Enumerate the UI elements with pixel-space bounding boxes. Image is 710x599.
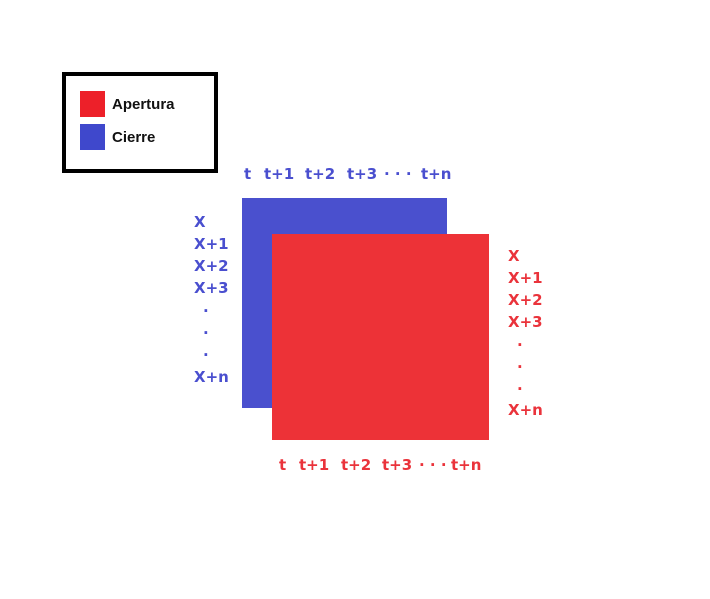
- apertura-row-label: X+3: [508, 315, 543, 330]
- cierre-time-ellipsis: · · ·: [384, 167, 412, 182]
- apertura-row-label: X: [508, 249, 520, 264]
- legend-label-cierre: Cierre: [112, 129, 155, 146]
- cierre-time-label: t+1: [264, 167, 294, 182]
- apertura-row-dot: .: [517, 334, 523, 349]
- apertura-time-ellipsis: · · ·: [419, 458, 447, 473]
- apertura-matrix-square: [272, 234, 489, 440]
- apertura-time-label: t+2: [341, 458, 371, 473]
- apertura-row-dot: .: [517, 356, 523, 371]
- apertura-row-label: X+1: [508, 271, 543, 286]
- apertura-row-label: X+n: [508, 403, 543, 418]
- apertura-row-dot: .: [517, 378, 523, 393]
- cierre-time-label: t+n: [421, 167, 451, 182]
- cierre-time-label: t+3: [347, 167, 377, 182]
- cierre-row-dot: .: [203, 322, 209, 337]
- cierre-row-label: X+2: [194, 259, 229, 274]
- cierre-row-label: X+n: [194, 370, 229, 385]
- cierre-row-label: X: [194, 215, 206, 230]
- legend-item-cierre: Cierre: [80, 124, 155, 150]
- cierre-time-label: t+2: [305, 167, 335, 182]
- apertura-time-label: t: [279, 458, 286, 473]
- cierre-row-dot: .: [203, 344, 209, 359]
- legend-swatch-cierre: [80, 124, 105, 150]
- cierre-row-label: X+1: [194, 237, 229, 252]
- legend-swatch-apertura: [80, 91, 105, 117]
- cierre-row-label: X+3: [194, 281, 229, 296]
- legend-label-apertura: Apertura: [112, 96, 175, 113]
- legend: Apertura Cierre: [62, 72, 218, 173]
- legend-item-apertura: Apertura: [80, 91, 175, 117]
- apertura-row-label: X+2: [508, 293, 543, 308]
- apertura-time-label: t+n: [451, 458, 481, 473]
- cierre-time-label: t: [244, 167, 251, 182]
- apertura-time-label: t+1: [299, 458, 329, 473]
- cierre-row-dot: .: [203, 300, 209, 315]
- apertura-time-label: t+3: [382, 458, 412, 473]
